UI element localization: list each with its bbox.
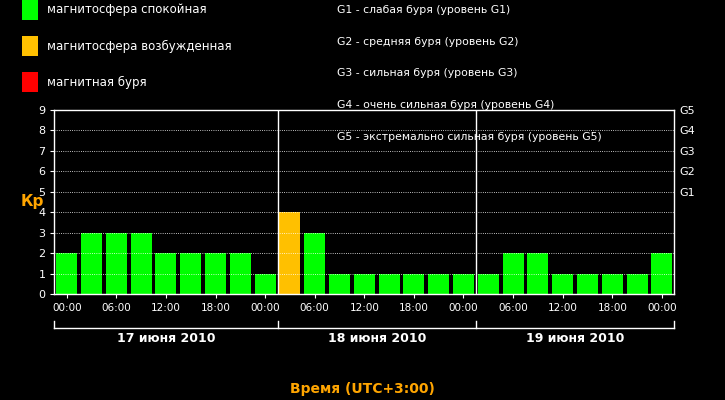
Bar	[626, 274, 647, 294]
Bar	[106, 233, 127, 294]
Bar	[354, 274, 375, 294]
Text: G2 - средняя буря (уровень G2): G2 - средняя буря (уровень G2)	[337, 37, 518, 47]
Bar	[254, 274, 276, 294]
Bar	[329, 274, 350, 294]
Bar	[378, 274, 399, 294]
Bar	[478, 274, 499, 294]
Bar	[81, 233, 102, 294]
Bar	[651, 253, 672, 294]
Bar	[155, 253, 176, 294]
Text: G1 - слабая буря (уровень G1): G1 - слабая буря (уровень G1)	[337, 5, 510, 15]
Bar	[230, 253, 251, 294]
Bar	[181, 253, 202, 294]
Bar	[57, 253, 78, 294]
Text: G5 - экстремально сильная буря (уровень G5): G5 - экстремально сильная буря (уровень …	[337, 132, 602, 142]
Bar	[552, 274, 573, 294]
Text: 18 июня 2010: 18 июня 2010	[328, 332, 426, 345]
Bar	[602, 274, 623, 294]
Text: магнитосфера спокойная: магнитосфера спокойная	[47, 4, 207, 16]
Bar	[403, 274, 424, 294]
Bar	[279, 212, 300, 294]
Bar	[428, 274, 450, 294]
Text: G4 - очень сильная буря (уровень G4): G4 - очень сильная буря (уровень G4)	[337, 100, 555, 110]
Text: магнитосфера возбужденная: магнитосфера возбужденная	[47, 40, 232, 52]
Y-axis label: Кр: Кр	[21, 194, 44, 210]
Bar	[205, 253, 226, 294]
Bar	[527, 253, 548, 294]
Bar	[453, 274, 474, 294]
Bar	[577, 274, 598, 294]
Text: 17 июня 2010: 17 июня 2010	[117, 332, 215, 345]
Text: Время (UTC+3:00): Время (UTC+3:00)	[290, 382, 435, 396]
Bar	[130, 233, 152, 294]
Bar	[502, 253, 523, 294]
Text: 19 июня 2010: 19 июня 2010	[526, 332, 624, 345]
Text: магнитная буря: магнитная буря	[47, 76, 146, 88]
Text: G3 - сильная буря (уровень G3): G3 - сильная буря (уровень G3)	[337, 68, 518, 78]
Bar	[304, 233, 326, 294]
